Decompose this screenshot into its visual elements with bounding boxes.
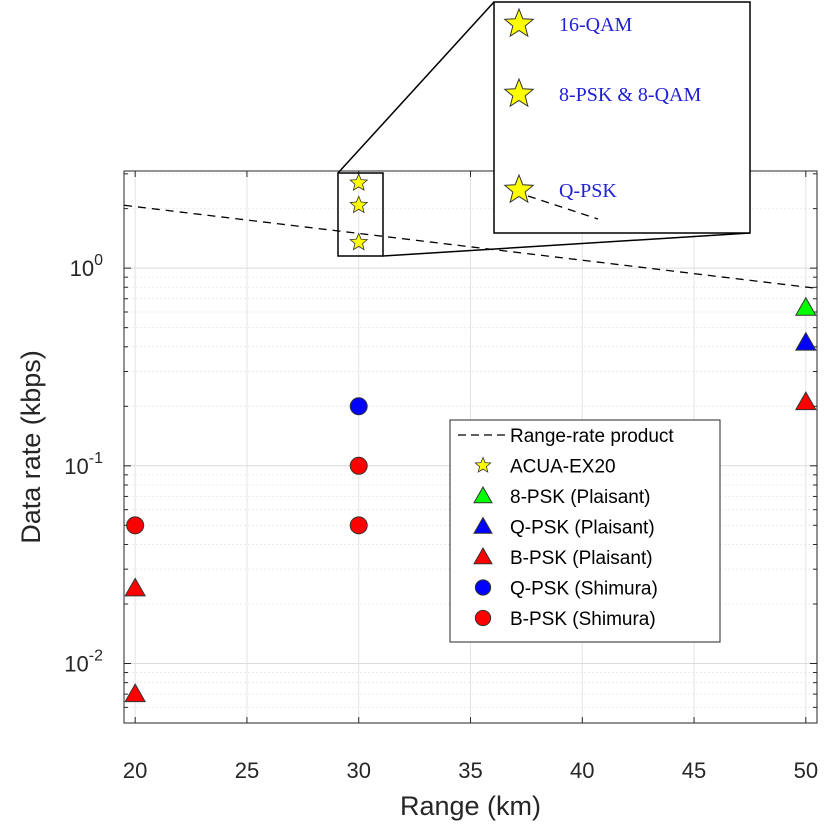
legend-label: Q-PSK (Plaisant): [510, 518, 655, 539]
inset-label-1: 16-QAM: [559, 14, 633, 36]
x-tick-label: 35: [458, 758, 482, 783]
x-tick-label: 25: [235, 758, 259, 783]
y-tick-exponent: 0: [94, 252, 103, 269]
star-point: [349, 195, 369, 214]
zoom-source-box: [337, 172, 384, 257]
star-point: [349, 232, 369, 251]
x-tick-label: 20: [123, 758, 147, 783]
x-tick-label: 30: [346, 758, 370, 783]
y-tick-exponent: -2: [89, 647, 103, 664]
legend-label: B-PSK (Plaisant): [510, 548, 653, 569]
inset-label-3: Q-PSK: [559, 180, 617, 202]
range-rate-line: [123, 204, 818, 290]
inset-star-3: [503, 173, 535, 204]
legend-label: Range-rate product: [510, 426, 674, 447]
legend: Range-rate product ACUA-EX20 8-PSK (Plaisa…: [449, 419, 721, 643]
circle-point: [349, 456, 368, 475]
inset-star-2: [503, 77, 535, 108]
series-q-psk-plaisant-: [794, 331, 817, 351]
legend-circle-swatch: [474, 609, 492, 627]
triangle-point: [124, 683, 147, 703]
legend-triangle-swatch: [473, 516, 493, 534]
triangle-point: [794, 296, 817, 316]
inset-dashed-line: [527, 195, 599, 220]
series-b-psk-plaisant-: [124, 391, 817, 703]
legend-star-swatch: [474, 456, 492, 473]
series-q-psk-shimura-: [349, 397, 368, 416]
zoom-callout: 16-QAM 8-PSK & 8-QAM Q-PSK: [337, 1, 751, 257]
circle-point: [349, 516, 368, 535]
circle-point: [126, 516, 145, 535]
legend-circle-swatch: [474, 579, 492, 596]
legend-label: B-PSK (Shimura): [510, 609, 656, 630]
x-tick-labels: 20 25 30 35 40 45 50: [123, 758, 818, 783]
triangle-point: [794, 391, 817, 411]
axis-ticks: [124, 171, 817, 724]
x-tick-label: 50: [794, 758, 818, 783]
series-layer: [123, 172, 818, 703]
series-range-rate-product: [123, 204, 818, 290]
series-acua-ex20: [349, 172, 369, 251]
inset-label-2: 8-PSK & 8-QAM: [559, 84, 701, 106]
y-tick-exponent: -1: [89, 450, 103, 467]
legend-label: ACUA-EX20: [510, 457, 616, 478]
legend-label: 8-PSK (Plaisant): [510, 487, 650, 508]
legend-triangle-swatch: [473, 485, 493, 504]
circle-point: [349, 397, 368, 416]
zoom-connector-bottom: [382, 232, 751, 257]
star-point: [349, 172, 369, 191]
inset-star-1: [503, 7, 535, 38]
x-axis-label: Range (km): [400, 791, 541, 821]
y-axis-label: Data rate (kbps): [16, 350, 46, 544]
x-tick-label: 40: [570, 758, 594, 783]
legend-box: [449, 419, 721, 643]
legend-triangle-swatch: [473, 546, 493, 565]
x-tick-label: 45: [682, 758, 706, 783]
triangle-point: [124, 577, 147, 597]
series-8-psk-plaisant-: [794, 296, 817, 316]
zoom-connector-top: [337, 1, 495, 174]
triangle-point: [794, 331, 817, 351]
legend-label: Q-PSK (Shimura): [510, 579, 658, 600]
series-b-psk-shimura-: [126, 456, 368, 535]
zoom-inset-box: [493, 1, 751, 234]
